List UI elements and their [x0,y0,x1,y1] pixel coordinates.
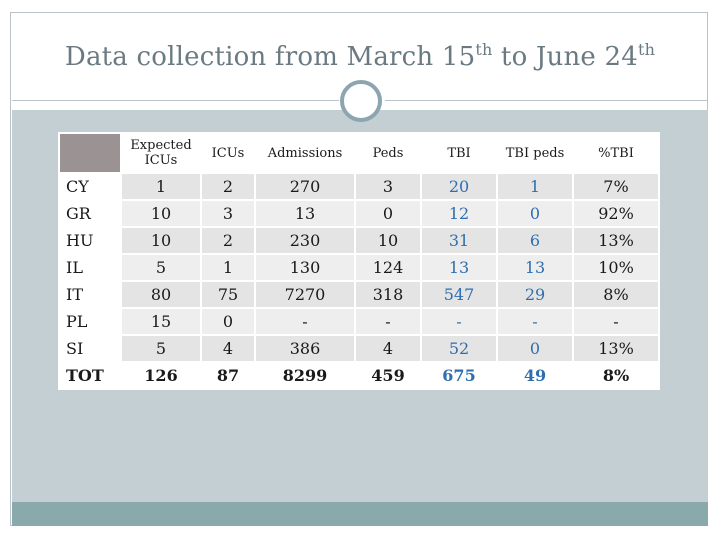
title-prefix: Data collection from March 15 [64,42,476,72]
country-cell: HU [58,226,122,255]
footer-bar [12,502,708,526]
total-pct-tbi-cell: 8% [572,361,660,390]
header-admissions: Admissions [254,132,356,174]
total-peds-cell: 459 [354,361,422,390]
peds-cell: 10 [354,226,422,255]
tbi-peds-cell: - [496,307,574,336]
header-corner-cell [58,132,122,174]
tbi-cell: 20 [420,172,498,201]
header-icus: ICUs [200,132,256,174]
expected-icus-cell: 5 [120,334,202,363]
pct-tbi-cell: 8% [572,280,660,309]
title-divider-left [12,100,339,101]
admissions-cell: 230 [254,226,356,255]
pct-tbi-cell: - [572,307,660,336]
title-divider-right [385,100,708,101]
decorative-circle-icon [340,80,382,122]
tbi-peds-cell: 1 [496,172,574,201]
title-middle: to June 24 [492,42,638,72]
tbi-cell: 31 [420,226,498,255]
pct-tbi-cell: 7% [572,172,660,201]
tbi-peds-cell: 13 [496,253,574,282]
peds-cell: 0 [354,199,422,228]
expected-icus-cell: 15 [120,307,202,336]
pct-tbi-cell: 13% [572,334,660,363]
peds-cell: 3 [354,172,422,201]
icus-cell: 1 [200,253,256,282]
admissions-cell: - [254,307,356,336]
tbi-peds-cell: 6 [496,226,574,255]
expected-icus-cell: 10 [120,199,202,228]
pct-tbi-cell: 10% [572,253,660,282]
tbi-cell: 12 [420,199,498,228]
icus-cell: 2 [200,172,256,201]
country-cell: SI [58,334,122,363]
tbi-peds-cell: 0 [496,199,574,228]
tbi-cell: 52 [420,334,498,363]
title-sup-2: th [637,40,656,59]
expected-icus-cell: 5 [120,253,202,282]
admissions-cell: 270 [254,172,356,201]
country-cell: CY [58,172,122,201]
table-row: CY 1 2 270 3 20 1 7% [58,172,660,201]
table-row: IL 5 1 130 124 13 13 10% [58,253,660,282]
pct-tbi-cell: 92% [572,199,660,228]
country-cell: PL [58,307,122,336]
table-row: GR 10 3 13 0 12 0 92% [58,199,660,228]
total-tbi-peds-cell: 49 [496,361,574,390]
table-total-row: TOT 126 87 8299 459 675 49 8% [58,361,660,390]
expected-icus-cell: 80 [120,280,202,309]
title-sup-1: th [475,40,493,59]
icus-cell: 0 [200,307,256,336]
peds-cell: 124 [354,253,422,282]
tbi-cell: - [420,307,498,336]
country-cell: IL [58,253,122,282]
peds-cell: 318 [354,280,422,309]
header-tbi-peds: TBI peds [496,132,574,174]
admissions-cell: 13 [254,199,356,228]
country-cell: IT [58,280,122,309]
table-row: SI 5 4 386 4 52 0 13% [58,334,660,363]
header-expected-icus: Expected ICUs [120,132,202,174]
tbi-peds-cell: 29 [496,280,574,309]
admissions-cell: 386 [254,334,356,363]
tbi-peds-cell: 0 [496,334,574,363]
header-peds: Peds [354,132,422,174]
icus-cell: 3 [200,199,256,228]
tbi-cell: 13 [420,253,498,282]
total-admissions-cell: 8299 [254,361,356,390]
icus-cell: 2 [200,226,256,255]
admissions-cell: 7270 [254,280,356,309]
total-expected-icus-cell: 126 [120,361,202,390]
total-icus-cell: 87 [200,361,256,390]
table-row: PL 15 0 - - - - - [58,307,660,336]
icus-cell: 4 [200,334,256,363]
icus-cell: 75 [200,280,256,309]
pct-tbi-cell: 13% [572,226,660,255]
table-header-row: Expected ICUs ICUs Admissions Peds TBI T… [58,132,660,174]
icu-data-table: Expected ICUs ICUs Admissions Peds TBI T… [58,132,660,390]
slide-title: Data collection from March 15th to June … [10,40,710,72]
table-row: HU 10 2 230 10 31 6 13% [58,226,660,255]
country-cell: GR [58,199,122,228]
total-label-cell: TOT [58,361,122,390]
peds-cell: - [354,307,422,336]
header-pct-tbi: %TBI [572,132,660,174]
header-tbi: TBI [420,132,498,174]
expected-icus-cell: 10 [120,226,202,255]
total-tbi-cell: 675 [420,361,498,390]
peds-cell: 4 [354,334,422,363]
tbi-cell: 547 [420,280,498,309]
admissions-cell: 130 [254,253,356,282]
expected-icus-cell: 1 [120,172,202,201]
table-row: IT 80 75 7270 318 547 29 8% [58,280,660,309]
